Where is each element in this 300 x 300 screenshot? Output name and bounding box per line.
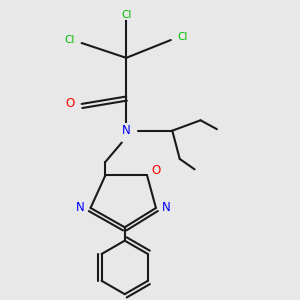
Text: O: O: [151, 164, 160, 177]
Text: N: N: [76, 202, 85, 214]
Text: Cl: Cl: [178, 32, 188, 42]
Text: Cl: Cl: [121, 10, 131, 20]
Text: Cl: Cl: [64, 35, 75, 45]
Text: O: O: [65, 98, 74, 110]
Text: N: N: [122, 124, 130, 137]
Text: N: N: [162, 202, 171, 214]
